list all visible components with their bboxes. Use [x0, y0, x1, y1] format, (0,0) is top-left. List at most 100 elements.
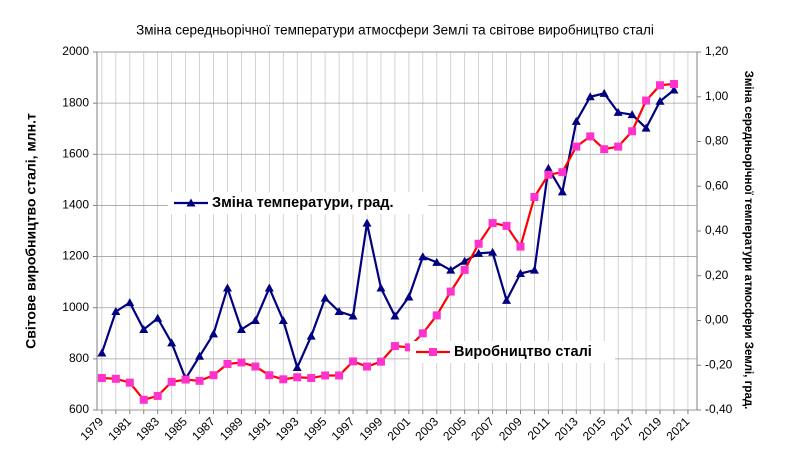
- point-marker: [656, 81, 665, 90]
- point-marker: [321, 371, 330, 380]
- point-marker: [265, 371, 274, 380]
- point-marker: [474, 239, 483, 248]
- point-marker: [237, 358, 246, 367]
- point-marker: [279, 375, 288, 384]
- point-marker: [251, 362, 260, 371]
- point-marker: [627, 110, 637, 119]
- point-marker: [543, 163, 553, 172]
- y-tick-label: 1600: [62, 146, 89, 160]
- point-marker: [544, 170, 553, 179]
- point-marker: [460, 265, 469, 274]
- y2-tick-label: -0,40: [705, 402, 733, 416]
- point-marker: [307, 374, 316, 383]
- point-marker: [557, 187, 567, 196]
- point-marker: [642, 96, 651, 105]
- point-marker: [139, 395, 148, 404]
- point-marker: [669, 85, 679, 94]
- y-tick-label: 1400: [62, 198, 89, 212]
- point-marker: [529, 265, 539, 274]
- point-marker: [139, 324, 149, 333]
- legend-background: [410, 341, 615, 363]
- point-marker: [558, 168, 567, 177]
- y2-tick-label: -0,20: [705, 357, 733, 371]
- point-marker: [641, 123, 651, 132]
- y2-tick-label: 1,20: [705, 44, 729, 58]
- point-marker: [515, 269, 525, 278]
- point-marker: [236, 324, 246, 333]
- point-marker: [390, 311, 400, 320]
- point-marker: [264, 283, 274, 292]
- point-marker: [613, 107, 623, 116]
- legend-label: Виробництво сталі: [454, 344, 592, 360]
- y-axis-label: Світове виробництво сталі, млн.т: [23, 113, 39, 349]
- point-marker: [571, 116, 581, 125]
- point-marker: [292, 362, 302, 371]
- point-marker: [376, 283, 386, 292]
- point-marker: [222, 283, 232, 292]
- point-marker: [530, 192, 539, 201]
- point-marker: [293, 373, 302, 382]
- point-marker: [250, 316, 260, 324]
- point-marker: [488, 219, 497, 228]
- point-marker: [628, 127, 637, 136]
- point-marker: [153, 391, 162, 400]
- y2-axis-label: Зміна середньорічної температури атмосфе…: [742, 71, 754, 410]
- point-marker: [432, 311, 441, 320]
- point-marker: [306, 331, 316, 340]
- point-marker: [502, 295, 512, 304]
- point-marker: [167, 377, 176, 386]
- point-marker: [600, 145, 609, 154]
- y-tick-label: 800: [69, 351, 89, 365]
- point-marker: [181, 375, 190, 384]
- point-marker: [599, 88, 609, 97]
- point-marker: [669, 79, 678, 88]
- point-marker: [404, 343, 413, 352]
- y-tick-label: 1200: [62, 249, 89, 263]
- point-marker: [460, 256, 470, 265]
- point-marker: [488, 247, 498, 256]
- y2-tick-label: 0,80: [705, 134, 729, 148]
- chart-title: Зміна середньорічної температури атмосфе…: [136, 23, 654, 38]
- point-marker: [335, 371, 344, 380]
- point-marker: [572, 142, 581, 151]
- legend-label: Зміна температури, град.: [212, 195, 394, 211]
- point-marker: [223, 359, 232, 368]
- y2-tick-label: 0,00: [705, 313, 729, 327]
- point-marker: [278, 316, 288, 324]
- y-tick-label: 600: [69, 402, 89, 416]
- point-marker: [97, 348, 107, 357]
- legend-marker: [429, 348, 437, 356]
- y2-tick-label: 1,00: [705, 89, 729, 103]
- point-marker: [111, 307, 121, 316]
- point-marker: [320, 293, 330, 302]
- point-marker: [418, 252, 428, 261]
- point-marker: [655, 96, 665, 105]
- point-marker: [348, 311, 358, 320]
- point-marker: [111, 374, 120, 383]
- legend-background: [168, 192, 428, 214]
- point-marker: [474, 248, 484, 257]
- y2-tick-label: 0,40: [705, 223, 729, 237]
- y2-tick-label: 0,60: [705, 178, 729, 192]
- point-marker: [432, 257, 442, 266]
- point-marker: [334, 307, 344, 316]
- point-marker: [516, 242, 525, 251]
- point-marker: [585, 92, 595, 101]
- point-marker: [125, 298, 135, 307]
- point-marker: [125, 378, 134, 387]
- legend-marker: [186, 198, 196, 207]
- point-marker: [349, 357, 358, 366]
- point-marker: [586, 132, 595, 141]
- y-tick-label: 2000: [62, 44, 89, 58]
- point-marker: [376, 357, 385, 366]
- point-marker: [195, 376, 204, 385]
- point-marker: [363, 362, 371, 371]
- point-marker: [153, 313, 163, 322]
- y2-tick-label: 0,20: [705, 268, 729, 282]
- point-marker: [446, 265, 456, 274]
- point-marker: [404, 292, 414, 301]
- point-marker: [209, 371, 218, 380]
- point-marker: [390, 342, 399, 351]
- point-marker: [362, 218, 372, 227]
